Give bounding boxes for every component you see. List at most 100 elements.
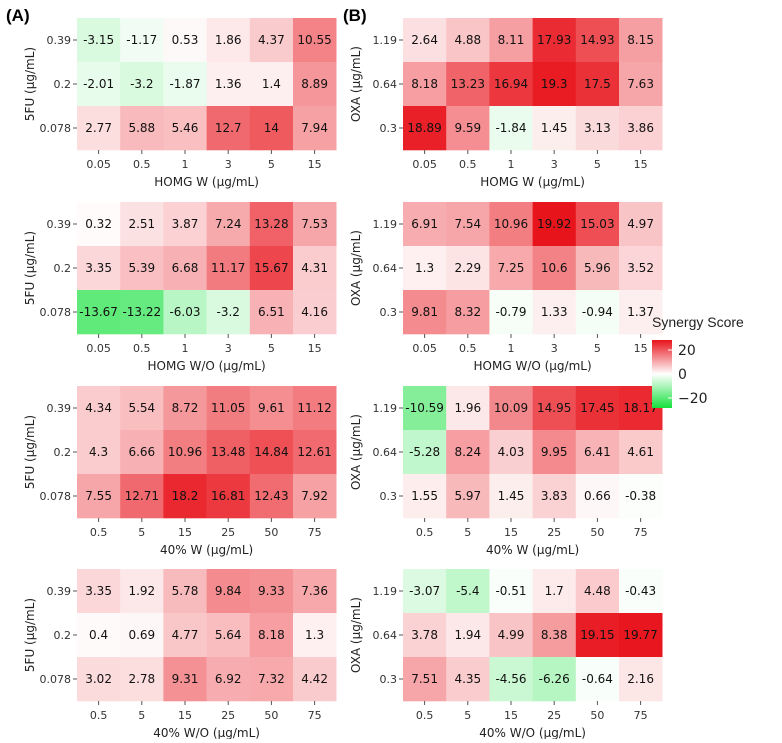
hm5-cell: [163, 386, 207, 431]
hm5-cell: [249, 474, 294, 519]
hm6-cell: [403, 386, 447, 431]
legend-tick-label: 20: [678, 343, 696, 359]
hm1-xtick-label: 1: [182, 158, 189, 171]
hm1-xtick-label: 0.05: [86, 158, 111, 171]
hm5-xtick-label: 25: [221, 526, 235, 539]
hm3-xtick-label: 0.05: [86, 342, 111, 355]
hm1-cell-label: 10.55: [297, 33, 331, 47]
hm7-cell: [249, 613, 294, 658]
hm4-cell: [619, 246, 663, 291]
hm1-cell: [120, 106, 164, 151]
hm2-xtick-label: 0.5: [459, 158, 477, 171]
hm5-cell: [206, 386, 251, 431]
hm2-xtick-label: 1: [508, 158, 515, 171]
hm6-cell-label: 6.41: [584, 445, 611, 459]
hm3-cell: [206, 246, 251, 291]
hm5-cell-label: 13.48: [211, 445, 245, 459]
hm5-ytick-label: 0.2: [54, 446, 72, 459]
hm3-ytick-label: 0.2: [54, 262, 72, 275]
hm6-cell-label: 17.45: [580, 401, 614, 415]
hm3-cell-label: 7.53: [301, 217, 328, 231]
hm8-xtick-label: 75: [634, 709, 648, 722]
hm8-cell-label: 7.51: [411, 672, 438, 686]
hm3-cell-label: 7.24: [215, 217, 242, 231]
hm3-cell-label: 3.35: [85, 261, 112, 275]
hm2-cell: [403, 106, 447, 151]
hm4-cell: [575, 246, 620, 291]
hm7-cell: [206, 569, 251, 614]
hm7-ytick-label: 0.2: [54, 629, 72, 642]
hm8-cell: [619, 657, 663, 702]
hm2-xtick-label: 0.05: [412, 158, 437, 171]
hm5-cell-label: 18.2: [172, 489, 199, 503]
hm6-cell: [532, 474, 577, 519]
hm5-cell-label: 14.84: [254, 445, 288, 459]
hm5-cell: [206, 430, 251, 475]
hm7-cell: [163, 613, 207, 658]
hm6-xtick-label: 0.5: [416, 526, 434, 539]
hm7-xtick-label: 5: [138, 709, 145, 722]
hm2-cell: [619, 106, 663, 151]
legend-tick-label: −20: [678, 391, 708, 407]
hm2-cell: [575, 62, 620, 107]
hm7-cell-label: 9.33: [258, 584, 285, 598]
hm2-cell-label: 17.5: [584, 77, 611, 91]
hm8-cell-label: 4.35: [454, 672, 481, 686]
hm4-cell-label: 10.6: [541, 261, 568, 275]
hm5-cell-label: 16.81: [211, 489, 245, 503]
hm8-cell-label: 1.7: [545, 584, 564, 598]
hm1-cell: [206, 106, 251, 151]
hm6-cell-label: 4.03: [498, 445, 525, 459]
hm7-xtick-label: 25: [221, 709, 235, 722]
hm5-cell: [249, 430, 294, 475]
hm5-cell-label: 8.72: [172, 401, 199, 415]
hm1-cell-label: 1.36: [215, 77, 242, 91]
hm7-cell-label: 4.77: [172, 628, 199, 642]
hm4-cell: [489, 246, 533, 291]
hm5-cell-label: 12.71: [125, 489, 159, 503]
hm1-cell-label: -2.01: [83, 77, 114, 91]
hm8-cell: [489, 613, 533, 658]
hm3-cell-label: 15.67: [254, 261, 288, 275]
hm1-cell: [293, 62, 337, 107]
hm1-cell: [77, 18, 121, 63]
hm1-cell-label: -3.15: [83, 33, 114, 47]
hm8-cell-label: 8.38: [541, 628, 568, 642]
hm2-cell-label: 3.13: [584, 121, 611, 135]
hm4-cell-label: 6.91: [411, 217, 438, 231]
hm8-cell: [446, 613, 490, 658]
hm3-cell-label: 11.17: [211, 261, 245, 275]
hm4-cell-label: 1.3: [415, 261, 434, 275]
hm2-cell: [619, 18, 663, 63]
hm3-ylabel: 5FU (µg/mL): [23, 231, 37, 305]
hm4-ylabel: OXA (µg/mL): [349, 230, 363, 306]
hm4-cell: [532, 246, 577, 291]
hm3-cell-label: 0.32: [85, 217, 112, 231]
hm4-cell-label: -0.79: [495, 305, 526, 319]
hm8-xlabel: 40% W/O (µg/mL): [479, 726, 586, 739]
hm7-ylabel: 5FU (µg/mL): [23, 598, 37, 672]
hm4-xtick-label: 0.05: [412, 342, 437, 355]
hm7-cell-label: 7.36: [301, 584, 328, 598]
hm2-cell-label: 7.63: [627, 77, 654, 91]
hm5-cell-label: 7.55: [85, 489, 112, 503]
hm3-cell: [77, 202, 121, 247]
hm5-cell: [163, 474, 207, 519]
hm3-cell: [293, 290, 337, 335]
hm6-cell-label: 18.17: [623, 401, 657, 415]
hm1-cell: [249, 18, 294, 63]
hm1-cell: [249, 62, 294, 107]
hm6-cell: [489, 430, 533, 475]
hm1-cell: [77, 62, 121, 107]
panel-label-a: (A): [6, 6, 30, 25]
hm8-cell: [619, 613, 663, 658]
hm8-cell-label: 3.78: [411, 628, 438, 642]
hm8-cell: [575, 569, 620, 614]
hm7-cell-label: 8.18: [258, 628, 285, 642]
hm7-xtick-label: 0.5: [90, 709, 108, 722]
hm2-ytick-label: 0.64: [373, 78, 398, 91]
hm5-cell-label: 7.92: [301, 489, 328, 503]
hm4-ytick-label: 1.19: [373, 218, 398, 231]
hm3-cell: [120, 246, 164, 291]
hm6-xtick-label: 15: [504, 526, 518, 539]
